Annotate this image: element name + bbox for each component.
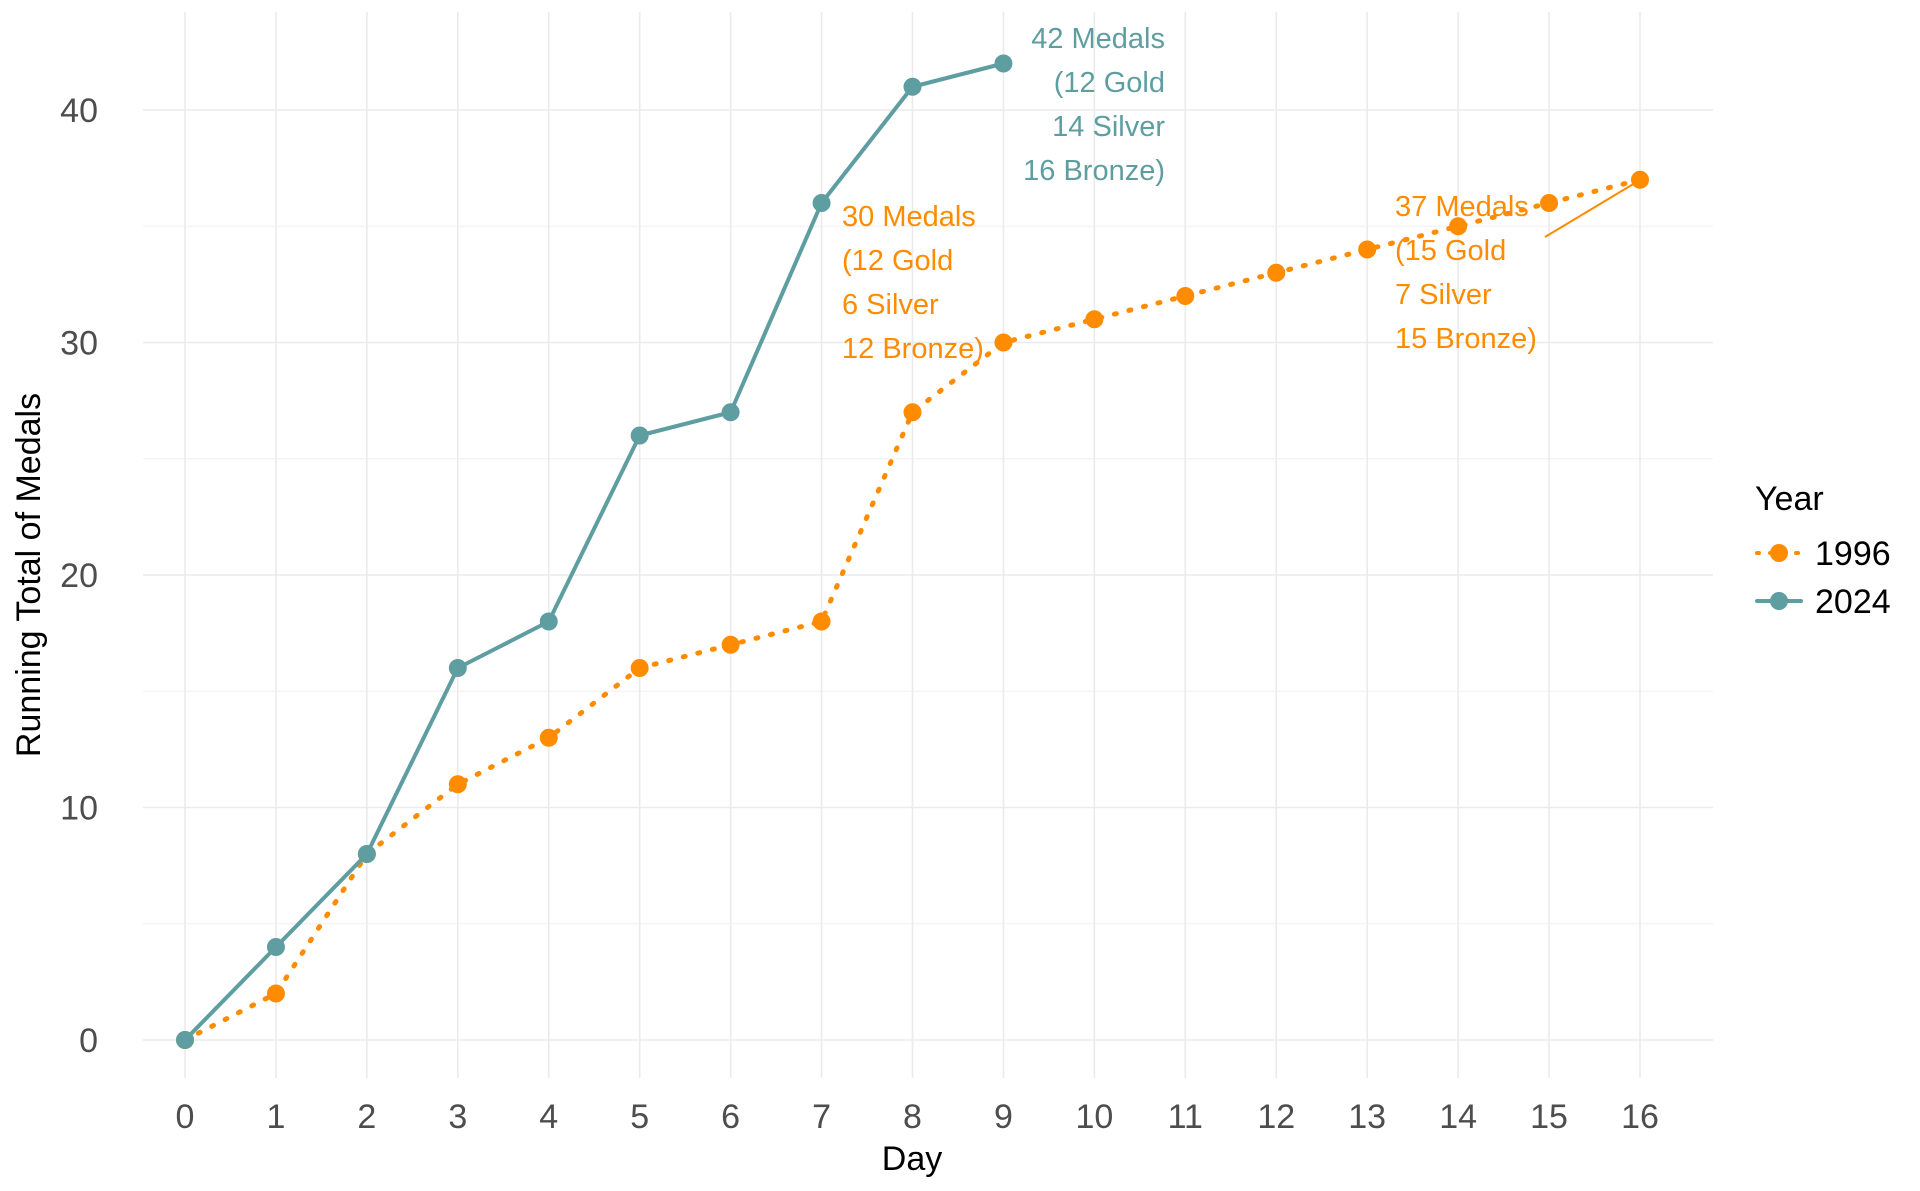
x-tick-label: 9 xyxy=(994,1098,1013,1136)
annotation-text-line: 30 Medals xyxy=(842,201,976,233)
data-point-2024 xyxy=(812,194,831,212)
x-tick-label: 10 xyxy=(1075,1098,1113,1136)
data-point-1996 xyxy=(1085,310,1104,329)
data-point-1996 xyxy=(903,403,922,422)
data-point-1996 xyxy=(1358,240,1377,259)
annotation-text-line: 37 Medals xyxy=(1395,191,1529,223)
data-point-1996 xyxy=(1176,287,1195,305)
data-point-1996 xyxy=(1449,217,1468,236)
legend-key-point xyxy=(1770,592,1788,610)
annotation-leader-line xyxy=(1544,179,1641,238)
annotation-text-line: (12 Gold xyxy=(1054,67,1165,99)
legend-label: 1996 xyxy=(1815,535,1891,573)
annotation-1996-day-9: 30 Medals (12 Gold 6 Silver 12 Bronze) xyxy=(842,201,984,365)
data-point-1996 xyxy=(1631,170,1649,189)
series-points xyxy=(176,54,1649,1049)
annotation-text-line: 12 Bronze) xyxy=(842,333,984,365)
series-line-1996 xyxy=(182,177,1643,1043)
data-point-2024 xyxy=(448,659,467,677)
x-tick-label: 4 xyxy=(539,1098,558,1136)
data-point-2024 xyxy=(903,77,922,96)
annotation-text-line: 42 Medals xyxy=(1031,23,1165,55)
x-tick-label: 2 xyxy=(357,1098,376,1136)
annotation-text-line: 7 Silver xyxy=(1395,279,1492,311)
data-point-1996 xyxy=(1267,263,1286,282)
x-tick-label: 0 xyxy=(176,1098,195,1136)
data-point-1996 xyxy=(266,984,285,1003)
x-tick-label: 15 xyxy=(1530,1098,1568,1136)
data-point-1996 xyxy=(812,612,831,631)
x-tick-label: 6 xyxy=(721,1098,740,1136)
data-point-2024 xyxy=(266,938,285,956)
annotation-text-line: 15 Bronze) xyxy=(1395,323,1537,355)
series-lines xyxy=(182,61,1643,1043)
y-tick-label: 20 xyxy=(60,557,98,595)
legend: Year 1996 2024 xyxy=(1755,480,1891,621)
annotation-text-line: 14 Silver xyxy=(1052,111,1165,143)
x-axis-title: Day xyxy=(882,1140,942,1178)
data-point-1996 xyxy=(994,333,1013,352)
x-tick-label: 16 xyxy=(1621,1098,1659,1136)
legend-title: Year xyxy=(1755,480,1824,518)
legend-label: 2024 xyxy=(1815,583,1891,621)
x-tick-label: 7 xyxy=(812,1098,831,1136)
x-tick-label: 8 xyxy=(903,1098,922,1136)
data-point-2024 xyxy=(539,612,558,631)
grid xyxy=(143,12,1713,1078)
annotation-2024-day-9: 42 Medals (12 Gold 14 Silver 16 Bronze) xyxy=(1023,23,1165,187)
data-point-1996 xyxy=(539,728,558,747)
annotation-text-line: 16 Bronze) xyxy=(1023,155,1165,187)
data-point-1996 xyxy=(721,635,740,654)
legend-item-1996: 1996 xyxy=(1755,535,1891,573)
y-tick-label: 30 xyxy=(60,325,98,363)
y-tick-label: 10 xyxy=(60,790,98,828)
x-tick-label: 1 xyxy=(266,1098,285,1136)
x-tick-label: 14 xyxy=(1439,1098,1477,1136)
data-point-2024 xyxy=(994,54,1013,73)
x-tick-label: 11 xyxy=(1168,1098,1203,1136)
data-point-1996 xyxy=(630,659,649,677)
y-axis-title: Running Total of Medals xyxy=(10,393,48,757)
annotation-text-line: 6 Silver xyxy=(842,289,939,321)
data-point-2024 xyxy=(176,1031,194,1049)
data-point-1996 xyxy=(1540,194,1559,212)
annotation-text-line: (12 Gold xyxy=(842,245,953,277)
data-point-2024 xyxy=(357,845,376,863)
x-tick-label: 3 xyxy=(448,1098,467,1136)
annotation-1996-day-16: 37 Medals (15 Gold 7 Silver 15 Bronze) xyxy=(1395,179,1641,355)
series-line-2024 xyxy=(183,61,1006,1042)
y-tick-label: 40 xyxy=(60,92,98,130)
data-point-2024 xyxy=(721,403,740,422)
y-tick-label: 0 xyxy=(79,1022,98,1060)
data-point-2024 xyxy=(630,426,649,445)
annotation-text-line: (15 Gold xyxy=(1395,235,1506,267)
x-tick-label: 12 xyxy=(1257,1098,1295,1136)
x-tick-label: 13 xyxy=(1348,1098,1386,1136)
data-point-1996 xyxy=(448,775,467,794)
legend-key-point xyxy=(1770,544,1788,562)
legend-item-2024: 2024 xyxy=(1755,583,1891,621)
x-tick-label: 5 xyxy=(630,1098,649,1136)
annotations: 42 Medals (12 Gold 14 Silver 16 Bronze) 30 M… xyxy=(842,23,1641,365)
